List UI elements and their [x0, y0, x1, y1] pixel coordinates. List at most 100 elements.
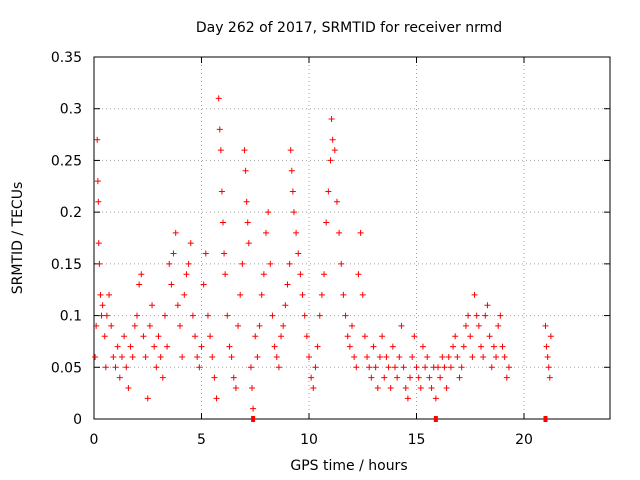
data-point [260, 271, 267, 278]
data-point [306, 353, 312, 360]
data-point [243, 198, 250, 205]
data-point [383, 353, 390, 360]
data-point [218, 188, 225, 195]
data-point [370, 343, 377, 350]
data-point [125, 384, 132, 391]
data-point [254, 353, 261, 360]
data-point [287, 147, 294, 154]
data-point [331, 147, 338, 154]
data-point [402, 384, 409, 391]
data-point [222, 271, 229, 278]
data-point [413, 364, 420, 371]
data-point [394, 374, 401, 381]
data-point [278, 333, 285, 340]
data-point [490, 343, 497, 350]
data-point [409, 353, 416, 360]
data-point [232, 384, 239, 391]
data-point [288, 167, 295, 174]
data-point [469, 353, 476, 360]
data-point [237, 291, 244, 298]
y-tick-label: 0.05 [51, 360, 82, 376]
data-point [134, 312, 140, 319]
data-point [265, 209, 272, 216]
data-points [92, 95, 554, 412]
x-tick-label: 0 [90, 432, 99, 448]
data-point [96, 260, 103, 267]
data-point [359, 291, 366, 298]
data-point [387, 384, 394, 391]
data-point [179, 353, 186, 360]
data-point [94, 178, 101, 185]
data-point [244, 219, 251, 226]
y-tick-label: 0.1 [60, 309, 82, 325]
data-point [164, 343, 171, 350]
data-point [286, 260, 293, 267]
data-point [224, 312, 231, 319]
data-point [503, 374, 510, 381]
data-point [411, 333, 418, 340]
data-point [235, 322, 242, 329]
data-point [471, 291, 478, 298]
data-point [207, 333, 214, 340]
data-point [271, 343, 278, 350]
data-point [372, 364, 379, 371]
data-point [338, 260, 345, 267]
data-point [400, 364, 407, 371]
data-point [301, 312, 308, 319]
data-point [426, 374, 433, 381]
data-point [280, 322, 287, 329]
data-point [546, 374, 553, 381]
data-point [381, 374, 388, 381]
data-point [368, 374, 375, 381]
data-point [172, 229, 179, 236]
data-point [194, 353, 201, 360]
gap-marker [433, 416, 438, 422]
data-point [217, 147, 224, 154]
data-point [295, 250, 302, 257]
data-point [493, 353, 500, 360]
data-point [336, 229, 343, 236]
data-point [445, 353, 452, 360]
data-point [353, 364, 360, 371]
data-point [273, 353, 280, 360]
data-point [441, 364, 448, 371]
data-point [299, 291, 306, 298]
data-point [196, 364, 203, 371]
data-point [252, 333, 259, 340]
data-point [475, 322, 482, 329]
data-point [501, 353, 508, 360]
data-point [284, 281, 291, 288]
data-point [198, 343, 205, 350]
data-point [344, 333, 351, 340]
data-point [333, 198, 340, 205]
data-point [94, 136, 101, 143]
data-point [329, 136, 336, 143]
data-point [346, 343, 353, 350]
data-point [439, 353, 446, 360]
data-point [290, 209, 297, 216]
data-point [473, 312, 480, 319]
data-point [187, 240, 194, 247]
y-tick-label: 0 [73, 412, 82, 428]
data-point [432, 395, 439, 402]
data-point [95, 198, 102, 205]
gap-marker [543, 416, 548, 422]
data-point [316, 312, 323, 319]
data-point [355, 271, 362, 278]
data-point [216, 126, 223, 133]
data-point [161, 312, 168, 319]
data-point [267, 260, 274, 267]
data-point [327, 157, 334, 164]
data-point [282, 302, 289, 309]
data-point [450, 343, 457, 350]
data-point [361, 333, 368, 340]
x-axis-title: GPS time / hours [290, 458, 407, 474]
data-point [389, 343, 396, 350]
data-point [364, 353, 371, 360]
x-tick-label: 10 [300, 432, 318, 448]
data-point [398, 322, 405, 329]
data-point [269, 312, 276, 319]
data-point [241, 147, 248, 154]
data-point [123, 364, 130, 371]
